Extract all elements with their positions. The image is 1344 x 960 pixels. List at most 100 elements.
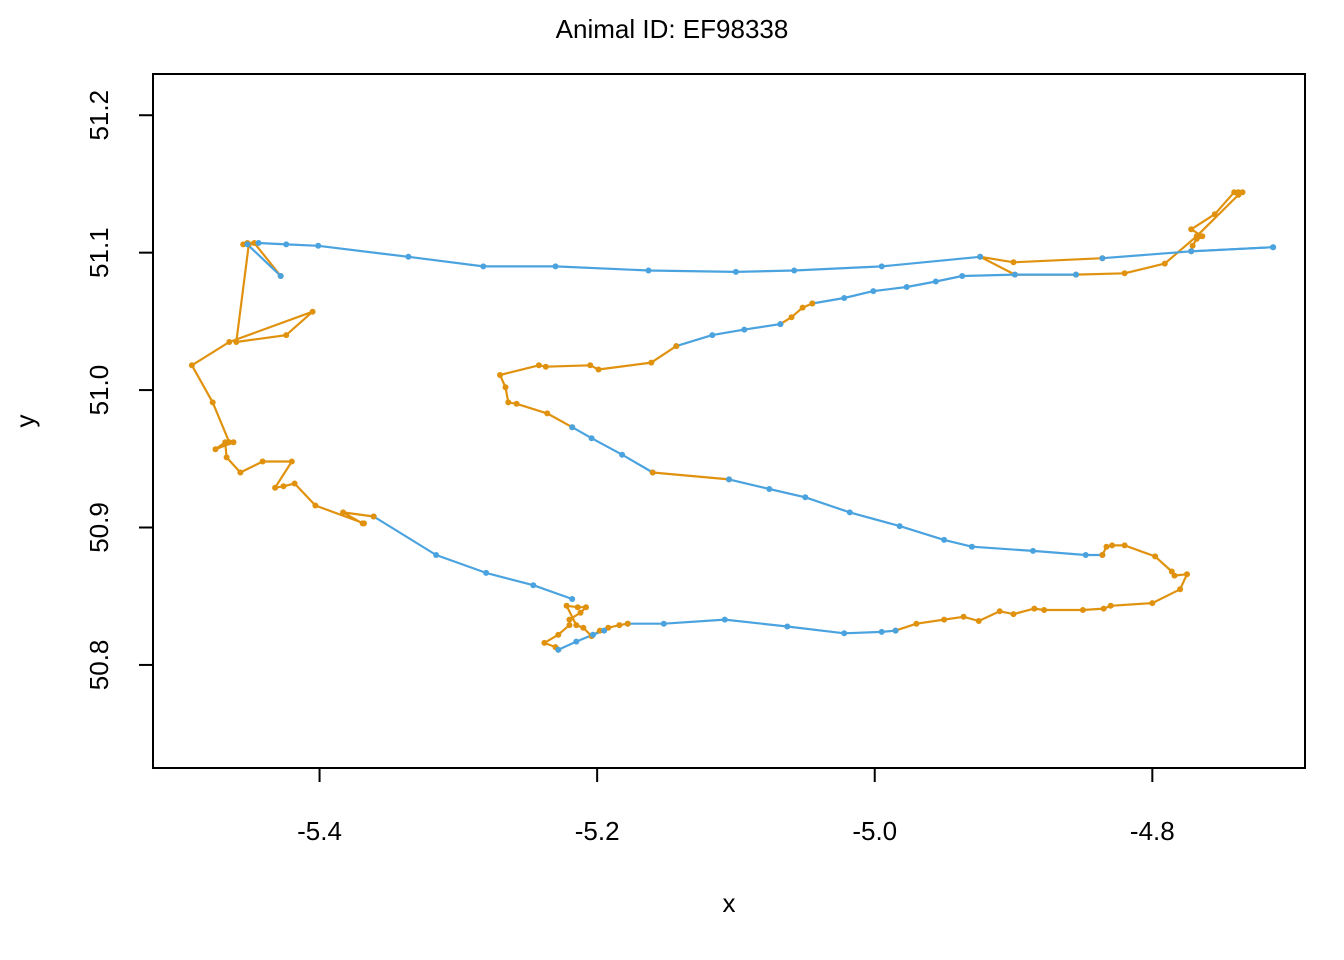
track-point	[309, 308, 316, 315]
track-point	[1152, 553, 1159, 560]
track-point	[1030, 547, 1036, 554]
track-segment-orange	[779, 302, 813, 326]
track-point	[1031, 605, 1038, 612]
track-segment-orange	[498, 345, 677, 429]
track-point	[212, 446, 219, 453]
track-point	[283, 332, 290, 339]
track-point	[573, 622, 580, 629]
track-point	[1121, 542, 1128, 549]
track-point	[361, 520, 367, 527]
x-tick-label: -5.4	[297, 816, 342, 846]
track-point	[580, 624, 587, 631]
track-point	[405, 253, 412, 260]
track-point	[480, 263, 487, 270]
x-tick-label: -4.8	[1130, 816, 1175, 846]
track-point	[616, 622, 623, 629]
track-point	[878, 263, 885, 270]
track-point	[569, 424, 576, 431]
track-point	[340, 509, 347, 516]
track-point	[251, 240, 258, 246]
track-point	[1199, 233, 1206, 240]
track-point	[583, 604, 589, 611]
track-point	[513, 400, 520, 407]
plot-frame	[152, 73, 1306, 769]
track-point	[959, 273, 966, 279]
track-point	[255, 240, 262, 246]
track-point	[809, 300, 816, 307]
y-axis-title: y	[10, 415, 40, 428]
track-point	[587, 362, 594, 369]
track-point	[280, 483, 287, 490]
track-point	[259, 458, 266, 465]
track-point	[188, 362, 195, 369]
track-point	[595, 366, 602, 373]
track-point	[505, 399, 512, 406]
track-point	[846, 509, 853, 516]
track-segment-blue	[1102, 246, 1274, 260]
track-point	[673, 343, 680, 350]
track-segment-orange	[190, 241, 374, 525]
track-point	[590, 631, 596, 638]
track-point	[1100, 605, 1107, 612]
track-point	[1161, 260, 1168, 267]
track-point	[645, 267, 652, 274]
track-point	[1188, 226, 1195, 233]
track-point	[960, 613, 967, 620]
track-point	[996, 608, 1003, 615]
track-point	[802, 494, 809, 501]
track-point	[1041, 607, 1048, 613]
track-point	[566, 616, 573, 623]
track-point	[1073, 271, 1079, 278]
track-point	[563, 602, 570, 609]
track-point	[1149, 600, 1156, 607]
track-segment-blue	[728, 478, 1103, 557]
track-point	[569, 596, 576, 602]
y-tick-label: 50.8	[84, 640, 114, 691]
track-point	[766, 486, 773, 492]
track-point	[233, 339, 240, 345]
track-point	[896, 523, 903, 530]
track-point	[1099, 552, 1106, 558]
track-point	[226, 439, 233, 446]
track-point	[648, 359, 655, 366]
track-point	[649, 469, 656, 476]
track-point	[552, 263, 559, 270]
track-point	[1082, 552, 1089, 558]
track-point	[209, 399, 216, 406]
track-point	[878, 628, 885, 635]
track-point	[660, 620, 667, 627]
track-point	[791, 267, 798, 274]
track-point	[544, 410, 551, 417]
track-point	[1109, 542, 1116, 549]
track-point	[1121, 270, 1128, 277]
track-point	[288, 458, 295, 465]
track-point	[222, 439, 229, 446]
y-tick-label: 50.9	[84, 502, 114, 553]
track-point	[1188, 248, 1195, 255]
track-point	[941, 616, 948, 623]
track-point	[1079, 607, 1086, 613]
y-tick-label: 51.0	[84, 365, 114, 416]
track-point	[721, 616, 728, 623]
track-point	[903, 284, 910, 290]
track-point	[483, 569, 490, 576]
track-segment-blue	[557, 629, 605, 651]
track-point	[1184, 571, 1190, 578]
track-segment-blue	[675, 323, 781, 348]
y-tick-label: 51.1	[84, 227, 114, 278]
track-point	[237, 469, 244, 476]
track-point	[226, 339, 233, 345]
track-point	[1211, 211, 1218, 218]
track-point	[244, 241, 251, 248]
track-point	[1177, 586, 1184, 593]
track-point	[1270, 244, 1277, 251]
y-tick-label: 51.2	[84, 90, 114, 141]
track-point	[1103, 543, 1110, 550]
track-point	[941, 536, 948, 543]
track-point	[573, 638, 580, 645]
track-point	[732, 268, 739, 275]
x-tick-label: -5.0	[852, 816, 897, 846]
track-point	[277, 273, 284, 279]
x-axis-title: x	[723, 888, 736, 918]
